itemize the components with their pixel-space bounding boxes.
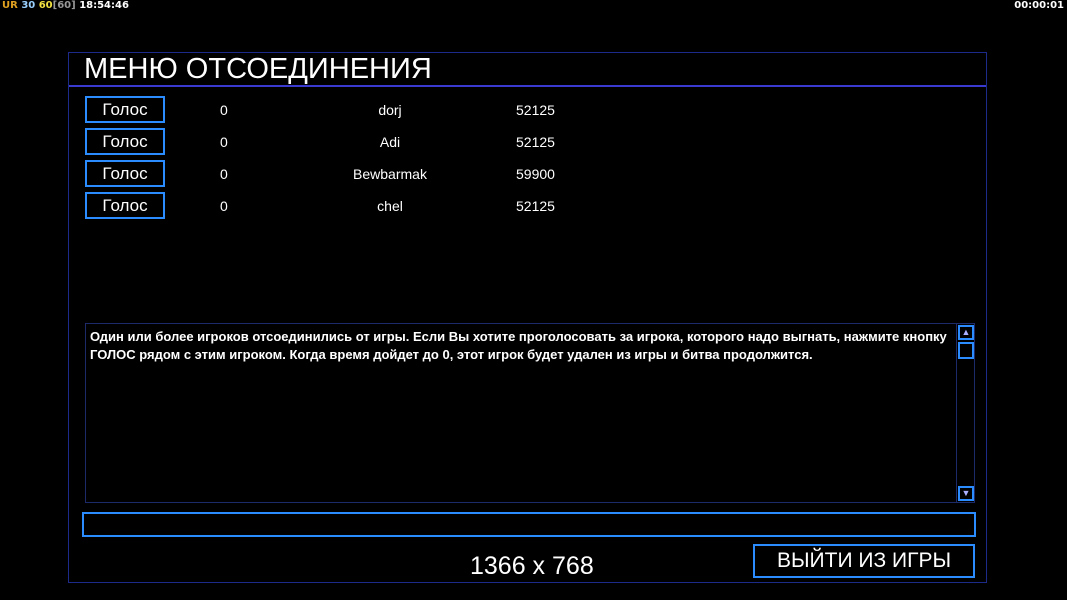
- player-value: 59900: [516, 166, 555, 182]
- fps-cap: [60]: [52, 0, 76, 11]
- ur-label: UR: [2, 0, 18, 11]
- vote-button[interactable]: Голос: [85, 160, 165, 187]
- page-title: МЕНЮ ОТСОЕДИНЕНИЯ: [69, 53, 986, 87]
- disconnect-menu: МЕНЮ ОТСОЕДИНЕНИЯ Голос 0 dorj 52125 Голо…: [68, 52, 987, 583]
- vote-count: 0: [220, 166, 228, 182]
- player-value: 52125: [516, 198, 555, 214]
- chat-input[interactable]: [82, 512, 976, 537]
- scroll-thumb[interactable]: [958, 342, 974, 359]
- player-name: dorj: [378, 102, 402, 118]
- player-name: chel: [377, 198, 403, 214]
- player-value: 52125: [516, 102, 555, 118]
- player-name: Bewbarmak: [353, 166, 427, 182]
- message-text: Один или более игроков отсоединились от …: [90, 329, 947, 362]
- clock: 18:54:46: [79, 0, 129, 11]
- vote-count: 0: [220, 134, 228, 150]
- fps-overlay: UR 30 60[60] 18:54:46: [2, 0, 129, 11]
- fps-target: 60: [38, 0, 53, 11]
- vote-count: 0: [220, 198, 228, 214]
- player-name: Adi: [379, 134, 401, 150]
- resolution-label: 1366 x 768: [470, 552, 594, 580]
- vote-button[interactable]: Голос: [85, 128, 165, 155]
- fps-value: 30: [21, 0, 36, 11]
- scroll-down-icon[interactable]: ▼: [958, 486, 974, 501]
- player-value: 52125: [516, 134, 555, 150]
- vote-count: 0: [220, 102, 228, 118]
- exit-game-button[interactable]: ВЫЙТИ ИЗ ИГРЫ: [753, 544, 975, 578]
- message-box: Один или более игроков отсоединились от …: [85, 323, 975, 503]
- vote-button[interactable]: Голос: [85, 96, 165, 123]
- vote-button[interactable]: Голос: [85, 192, 165, 219]
- timer: 00:00:01: [1014, 0, 1064, 11]
- scroll-up-icon[interactable]: ▲: [958, 325, 974, 340]
- scrollbar[interactable]: ▲ ▼: [956, 324, 974, 502]
